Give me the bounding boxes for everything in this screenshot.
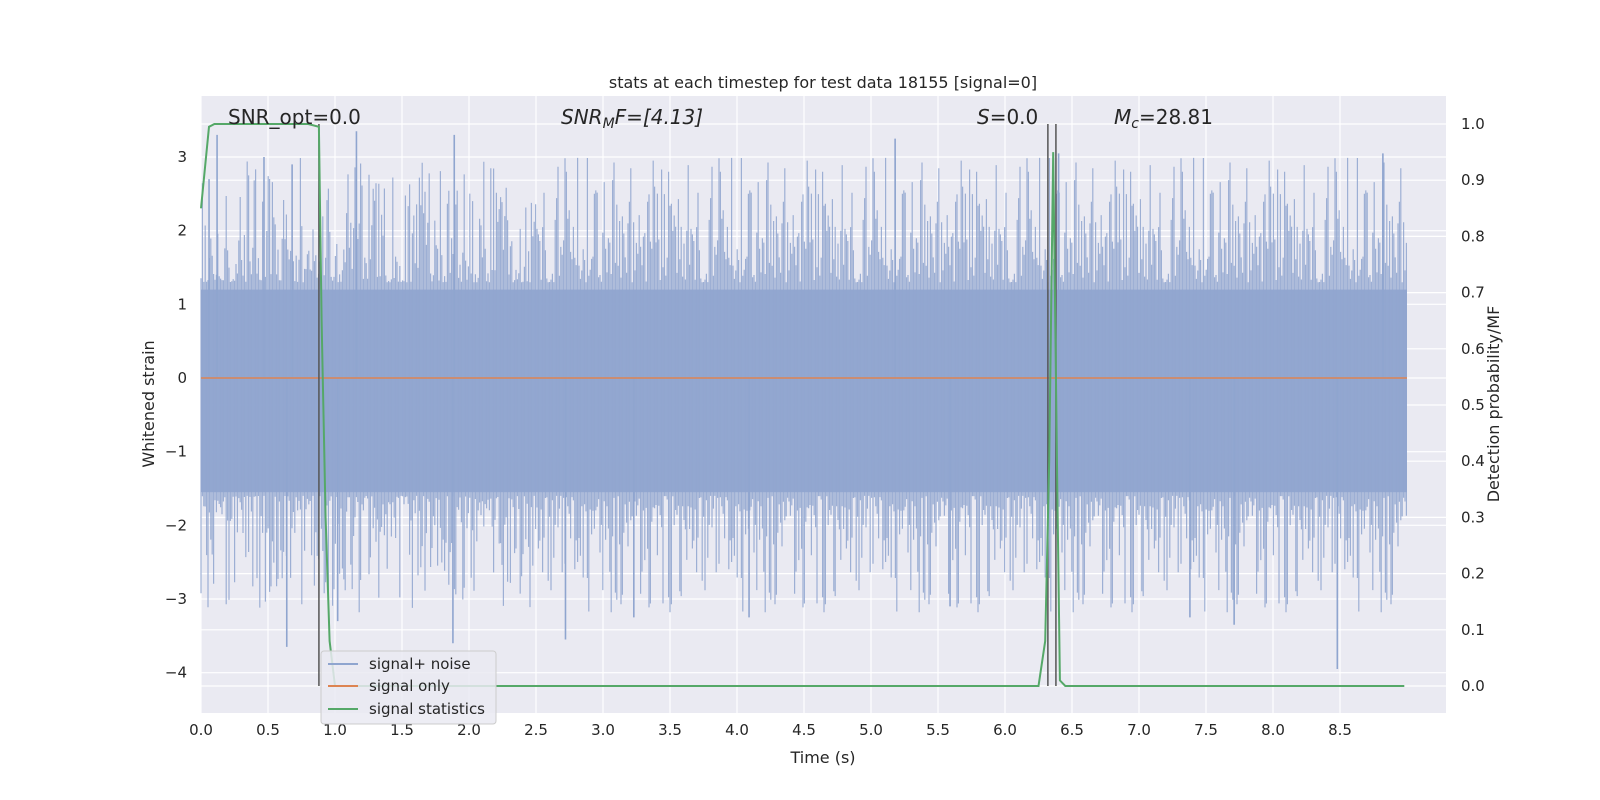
series-signal-statistics bbox=[200, 123, 1405, 687]
y-right-tick-label: 0.7 bbox=[1461, 284, 1485, 302]
annotation-snr-opt: SNR_opt=0.0 bbox=[228, 105, 361, 129]
annotation-mc: Mc=28.81 bbox=[1114, 105, 1213, 132]
y-left-tick-label: −2 bbox=[165, 516, 187, 534]
x-tick-label: 2.0 bbox=[457, 721, 481, 739]
chart-title: stats at each timestep for test data 181… bbox=[609, 73, 1037, 92]
y-right-tick-label: 0.6 bbox=[1461, 340, 1485, 358]
x-tick-label: 6.0 bbox=[993, 721, 1017, 739]
x-tick-label: 7.5 bbox=[1194, 721, 1218, 739]
y-right-tick-label: 0.8 bbox=[1461, 227, 1485, 245]
series-signal-noise bbox=[200, 131, 1408, 669]
x-tick-label: 0.5 bbox=[256, 721, 280, 739]
legend-label-signal-statistics: signal statistics bbox=[369, 700, 485, 718]
x-axis-ticks: 0.0 0.5 1.0 1.5 2.0 2.5 3.0 3.5 4.0 4.5 5.0 5.5 6.0 6… bbox=[189, 721, 1352, 739]
annotation-mc-main: M bbox=[1114, 105, 1131, 129]
x-tick-label: 1.0 bbox=[323, 721, 347, 739]
y-right-tick-label: 1.0 bbox=[1461, 115, 1485, 133]
y-left-tick-label: 3 bbox=[177, 148, 187, 166]
x-tick-label: 8.0 bbox=[1261, 721, 1285, 739]
y-axis-left-label: Whitened strain bbox=[139, 340, 158, 467]
x-tick-label: 6.5 bbox=[1060, 721, 1084, 739]
annotation-s-main: S bbox=[977, 105, 990, 129]
y-axis-left-ticks: 3 2 1 0 −1 −2 −3 −4 bbox=[165, 148, 187, 682]
x-axis-label: Time (s) bbox=[789, 748, 855, 767]
annotation-snr-mf: SNRMF=[4.13] bbox=[561, 105, 703, 132]
y-left-tick-label: 0 bbox=[177, 369, 187, 387]
signal-statistics-line bbox=[200, 123, 1405, 687]
x-tick-label: 3.0 bbox=[591, 721, 615, 739]
x-tick-label: 0.0 bbox=[189, 721, 213, 739]
annotation-mc-sub: c bbox=[1131, 116, 1139, 132]
y-right-tick-label: 0.4 bbox=[1461, 452, 1485, 470]
annotation-snr-mf-sub: M bbox=[603, 116, 615, 132]
x-tick-label: 5.5 bbox=[926, 721, 950, 739]
annotation-snr-mf-rest: F=[4.13] bbox=[615, 105, 703, 129]
legend-label-signal-only: signal only bbox=[369, 677, 450, 695]
legend: signal+ noise signal only signal statist… bbox=[320, 650, 497, 725]
x-tick-label: 4.5 bbox=[792, 721, 816, 739]
x-tick-label: 8.5 bbox=[1328, 721, 1352, 739]
x-tick-label: 2.5 bbox=[524, 721, 548, 739]
y-right-tick-label: 0.3 bbox=[1461, 508, 1485, 526]
annotation-snr-mf-main: SNR bbox=[561, 105, 603, 129]
y-left-tick-label: −4 bbox=[165, 664, 187, 682]
legend-box bbox=[320, 650, 497, 725]
y-right-tick-label: 0.1 bbox=[1461, 621, 1485, 639]
y-left-tick-label: −3 bbox=[165, 590, 187, 608]
legend-label-signal-noise: signal+ noise bbox=[369, 655, 471, 673]
annotation-mc-rest: =28.81 bbox=[1139, 105, 1213, 129]
annotation-s-rest: =0.0 bbox=[990, 105, 1039, 129]
x-tick-label: 7.0 bbox=[1127, 721, 1151, 739]
x-tick-label: 5.0 bbox=[859, 721, 883, 739]
y-left-tick-label: 2 bbox=[177, 222, 187, 240]
y-right-tick-label: 0.0 bbox=[1461, 677, 1485, 695]
y-left-tick-label: −1 bbox=[165, 443, 187, 461]
annotation-s: S=0.0 bbox=[977, 105, 1038, 129]
x-tick-label: 4.0 bbox=[725, 721, 749, 739]
x-tick-label: 1.5 bbox=[390, 721, 414, 739]
y-right-tick-label: 0.9 bbox=[1461, 171, 1485, 189]
x-tick-label: 3.5 bbox=[658, 721, 682, 739]
y-axis-right-ticks: 1.0 0.9 0.8 0.7 0.6 0.5 0.4 0.3 0.2 0.1 0.0 bbox=[1461, 115, 1485, 695]
y-axis-right-label: Detection probability/MF bbox=[1484, 306, 1503, 503]
y-right-tick-label: 0.5 bbox=[1461, 396, 1485, 414]
y-left-tick-label: 1 bbox=[177, 295, 187, 313]
y-right-tick-label: 0.2 bbox=[1461, 565, 1485, 583]
